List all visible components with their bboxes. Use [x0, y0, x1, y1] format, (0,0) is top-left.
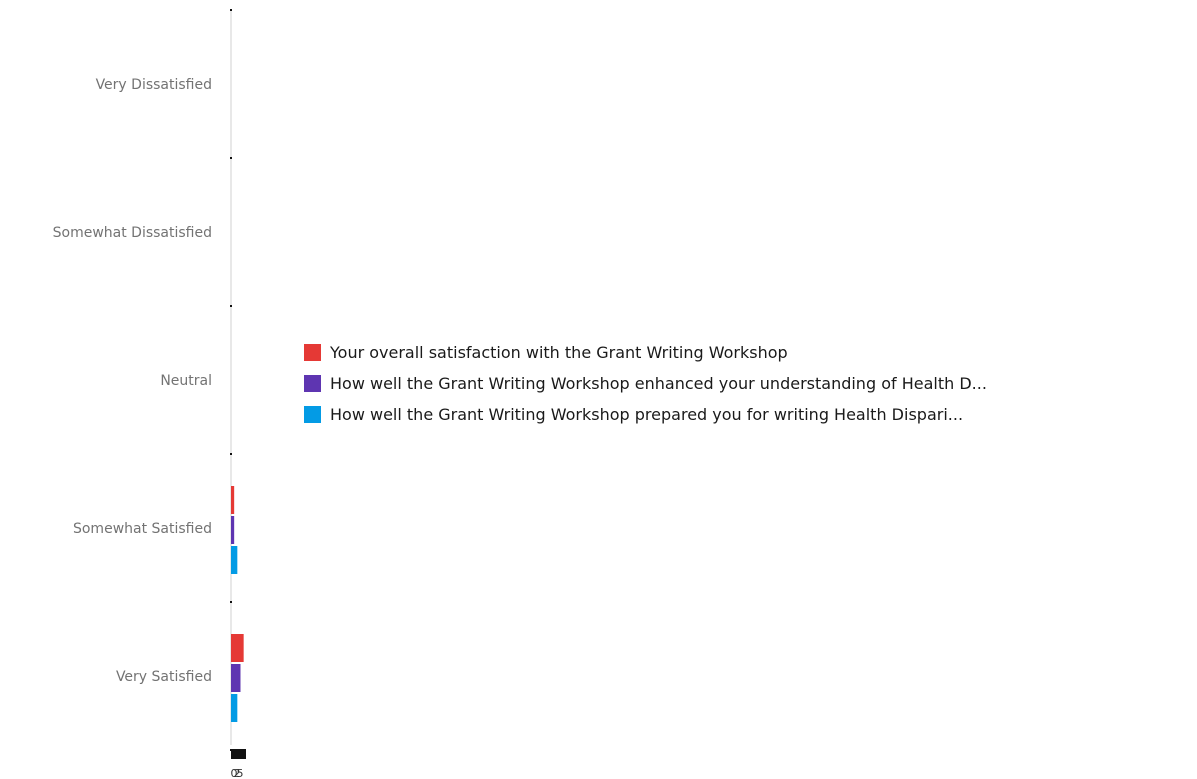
bar[interactable]: [231, 694, 238, 722]
category-label: Somewhat Satisfied: [73, 521, 212, 537]
legend-swatch: [304, 406, 321, 423]
legend-swatch: [304, 375, 321, 392]
category-label: Neutral: [160, 373, 212, 389]
category-label: Very Satisfied: [116, 669, 212, 685]
category-ticks: [230, 9, 232, 751]
x-tick-label: 2: [234, 767, 241, 779]
x-axis: 025: [231, 749, 246, 779]
legend-label: Your overall satisfaction with the Grant…: [329, 343, 788, 362]
bar[interactable]: [231, 486, 235, 514]
legend-label: How well the Grant Writing Workshop enha…: [330, 374, 987, 393]
x-tick-label: 5: [237, 767, 244, 779]
bar[interactable]: [231, 546, 238, 574]
legend-swatch: [304, 344, 321, 361]
bar[interactable]: [231, 664, 241, 692]
legend-label: How well the Grant Writing Workshop prep…: [330, 405, 963, 424]
bar[interactable]: [231, 634, 244, 662]
legend: Your overall satisfaction with the Grant…: [304, 343, 987, 424]
category-label: Very Dissatisfied: [96, 77, 212, 93]
category-label: Somewhat Dissatisfied: [53, 225, 212, 241]
bars: [231, 486, 244, 722]
x-axis-marker: [231, 749, 246, 759]
category-labels: Very Dissatisfied Somewhat Dissatisfied Ne…: [53, 77, 212, 685]
bar[interactable]: [231, 516, 235, 544]
x-tick-label: 0: [231, 767, 238, 779]
